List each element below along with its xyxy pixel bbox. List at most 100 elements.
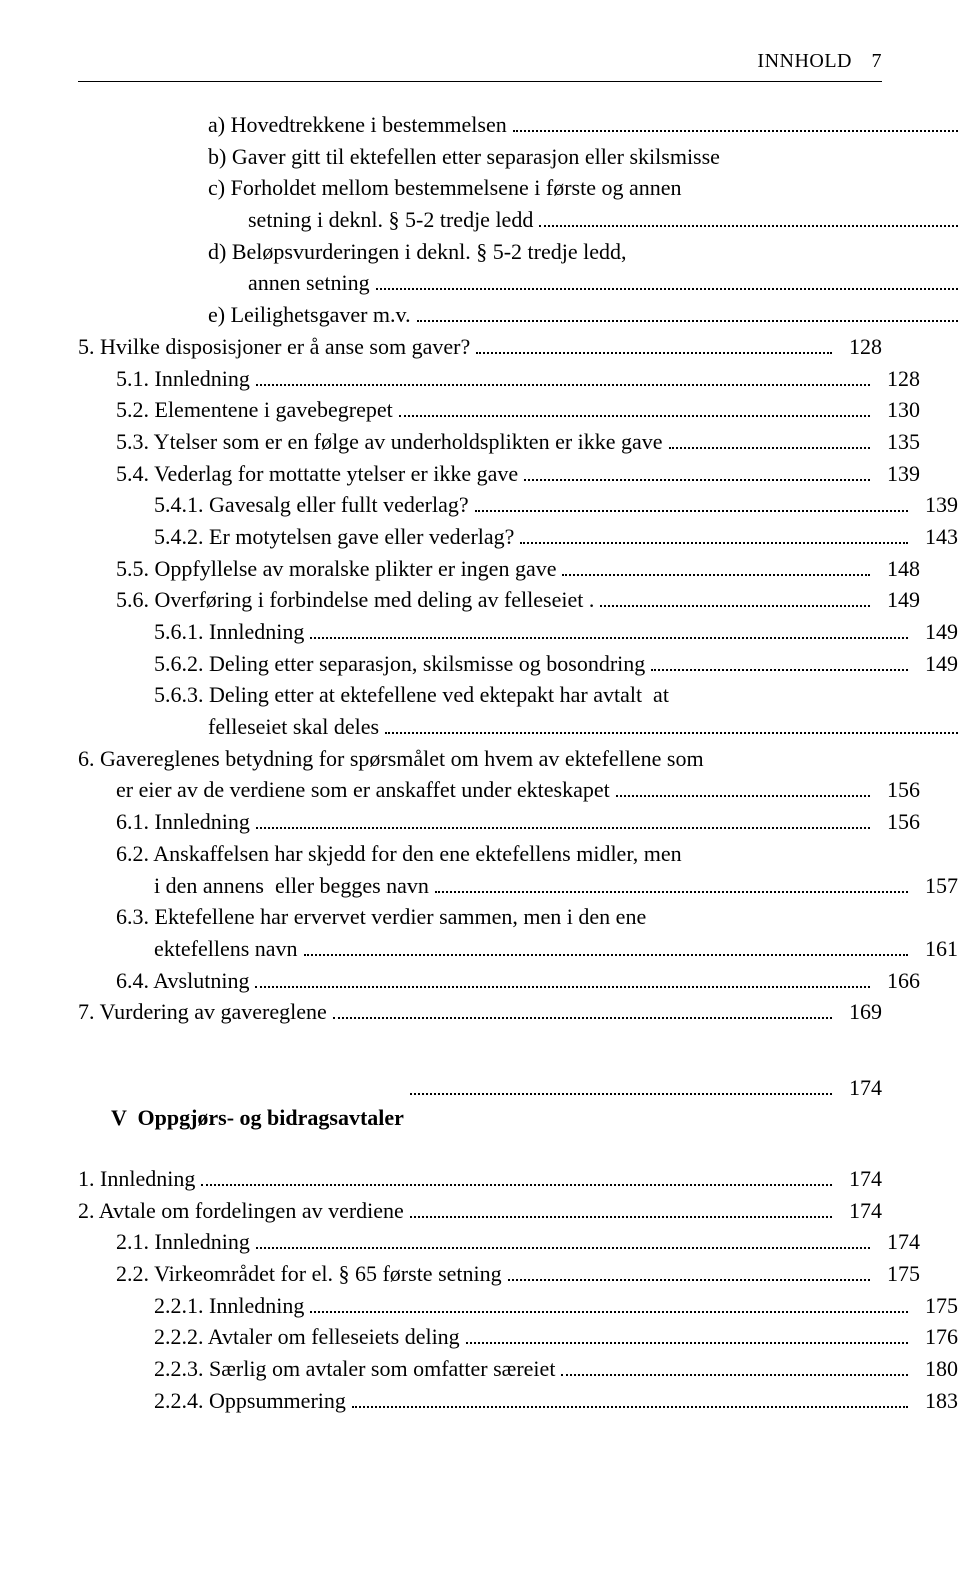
page-number: 130 — [876, 395, 920, 425]
toc-entry-label: 5.6.2. Deling etter separasjon, skilsmis… — [154, 649, 645, 679]
running-head-label: INNHOLD — [757, 50, 852, 72]
leaders — [520, 525, 908, 544]
leaders — [410, 1076, 832, 1095]
toc-line: 6.1. Innledning 156 — [78, 807, 920, 837]
page-number: 174 — [838, 1196, 882, 1226]
toc-line: a) Hovedtrekkene i bestemmelsen121 — [78, 110, 960, 140]
chapter-heading-text: Oppgjørs- og bidragsavtaler — [138, 1105, 404, 1130]
toc-line: 5.6.1. Innledning 149 — [78, 617, 958, 647]
toc-line: 2.2.1. Innledning175 — [78, 1291, 958, 1321]
page-number: 183 — [914, 1386, 958, 1416]
leaders — [508, 1263, 870, 1282]
toc-continuation-line: 6.2. Anskaffelsen har skjedd for den ene… — [78, 839, 882, 869]
toc-line: 2.2.3. Særlig om avtaler som omfatter sæ… — [78, 1354, 958, 1384]
toc-line: 5.6. Overføring i forbindelse med deling… — [78, 585, 920, 615]
toc-line: 2.2.2. Avtaler om felleseiets deling176 — [78, 1322, 958, 1352]
toc-line: er eier av de verdiene som er anskaffet … — [78, 775, 920, 805]
toc-entry-label: 5.6.1. Innledning — [154, 617, 304, 647]
toc-entry-label: 6.1. Innledning — [116, 807, 250, 837]
leaders — [352, 1389, 908, 1408]
toc-continuation-line: 6.3. Ektefellene har ervervet verdier sa… — [78, 902, 882, 932]
toc-entry-label: 7. Vurdering av gavereglene — [78, 997, 327, 1027]
page-number: 166 — [876, 966, 920, 996]
page-number: 169 — [838, 997, 882, 1027]
toc-line: setning i deknl. § 5-2 tredje ledd125 — [78, 205, 960, 235]
toc-entry-label: 2.1. Innledning — [116, 1227, 250, 1257]
toc-entry-label: 5.1. Innledning — [116, 364, 250, 394]
toc-line: annen setning126 — [78, 268, 960, 298]
chapter-heading-line: V Oppgjørs- og bidragsavtaler 174 — [78, 1073, 882, 1162]
leaders — [385, 716, 960, 735]
chapter-heading-prefix: V — [111, 1105, 138, 1130]
toc-line: 2.2.4. Oppsummering183 — [78, 1386, 958, 1416]
toc-line: 5.6.2. Deling etter separasjon, skilsmis… — [78, 649, 958, 679]
toc-entry-label: felleseiet skal deles — [208, 712, 379, 742]
leaders — [513, 114, 960, 133]
leaders — [376, 272, 960, 291]
toc-entry-label: 5.3. Ytelser som er en følge av underhol… — [116, 427, 663, 457]
leaders — [256, 1231, 870, 1250]
toc-entry-label: 5.5. Oppfyllelse av moralske plikter er … — [116, 554, 556, 584]
page-number: 143 — [914, 522, 958, 552]
page-number: 156 — [876, 807, 920, 837]
toc-line: 5.5. Oppfyllelse av moralske plikter er … — [78, 554, 920, 584]
toc-entry-label: i den annens eller begges navn — [154, 871, 429, 901]
toc-continuation-line: c) Forholdet mellom bestemmelsene i førs… — [78, 173, 882, 203]
section-gap — [78, 1029, 882, 1073]
toc-entry-label: 5. Hvilke disposisjoner er å anse som ga… — [78, 332, 470, 362]
page-number: 128 — [838, 332, 882, 362]
leaders — [616, 779, 870, 798]
toc-line: 2.1. Innledning 174 — [78, 1227, 920, 1257]
leaders — [310, 1294, 908, 1313]
page-number: 180 — [914, 1354, 958, 1384]
leaders — [255, 969, 870, 988]
toc-line: 7. Vurdering av gavereglene 169 — [78, 997, 882, 1027]
leaders — [333, 1001, 832, 1020]
toc-entry-label: 1. Innledning — [78, 1164, 195, 1194]
leaders — [539, 209, 960, 228]
toc-entry-label: 5.6. Overføring i forbindelse med deling… — [116, 585, 594, 615]
leaders — [256, 367, 870, 386]
toc-continuation-line: 5.6.3. Deling etter at ektefellene ved e… — [78, 680, 882, 710]
page-number: 156 — [876, 775, 920, 805]
toc-line: 2.2. Virkeområdet for el. § 65 første se… — [78, 1259, 920, 1289]
leaders — [475, 494, 908, 513]
toc-entry-label: 6.4. Avslutning — [116, 966, 249, 996]
toc-line: felleseiet skal deles154 — [78, 712, 960, 742]
leaders — [562, 557, 870, 576]
toc-continuation-line: d) Beløpsvurderingen i deknl. § 5-2 tred… — [78, 237, 882, 267]
toc-entry-label: e) Leilighetsgaver m.v. — [208, 300, 411, 330]
toc-entry-label: 2. Avtale om fordelingen av verdiene — [78, 1196, 404, 1226]
toc-line: e) Leilighetsgaver m.v.127 — [78, 300, 960, 330]
toc-continuation-line: 6. Gavereglenes betydning for spørsmålet… — [78, 744, 882, 774]
leaders — [201, 1168, 832, 1187]
page-number: 148 — [876, 554, 920, 584]
page-number: 149 — [876, 585, 920, 615]
page-number: 149 — [914, 617, 958, 647]
chapter-heading-label: V Oppgjørs- og bidragsavtaler — [78, 1073, 404, 1162]
leaders — [561, 1358, 908, 1377]
leaders — [310, 621, 908, 640]
toc-entry-label: 2.2. Virkeområdet for el. § 65 første se… — [116, 1259, 502, 1289]
toc-entry-label: 5.4.1. Gavesalg eller fullt vederlag? — [154, 490, 469, 520]
page-number: 128 — [876, 364, 920, 394]
toc-line: 5. Hvilke disposisjoner er å anse som ga… — [78, 332, 882, 362]
header-rule — [78, 81, 882, 82]
page-number: 139 — [914, 490, 958, 520]
page-number: 161 — [914, 934, 958, 964]
leaders — [410, 1199, 832, 1218]
document-page: INNHOLD 7 a) Hovedtrekkene i bestemmelse… — [0, 0, 960, 1594]
leaders — [466, 1326, 908, 1345]
toc-line: ektefellens navn161 — [78, 934, 958, 964]
toc-line: 2. Avtale om fordelingen av verdiene 174 — [78, 1196, 882, 1226]
toc-line: 6.4. Avslutning 166 — [78, 966, 920, 996]
page-number: 174 — [876, 1227, 920, 1257]
toc-line: i den annens eller begges navn157 — [78, 871, 958, 901]
page-number: 139 — [876, 459, 920, 489]
leaders — [651, 652, 908, 671]
toc-entry-label: b) Gaver gitt til ektefellen etter separ… — [208, 142, 720, 172]
toc-block: a) Hovedtrekkene i bestemmelsen121b) Gav… — [78, 110, 882, 1027]
page-number: 175 — [914, 1291, 958, 1321]
toc-line: 1. Innledning174 — [78, 1164, 882, 1194]
toc-entry-label: er eier av de verdiene som er anskaffet … — [116, 775, 610, 805]
